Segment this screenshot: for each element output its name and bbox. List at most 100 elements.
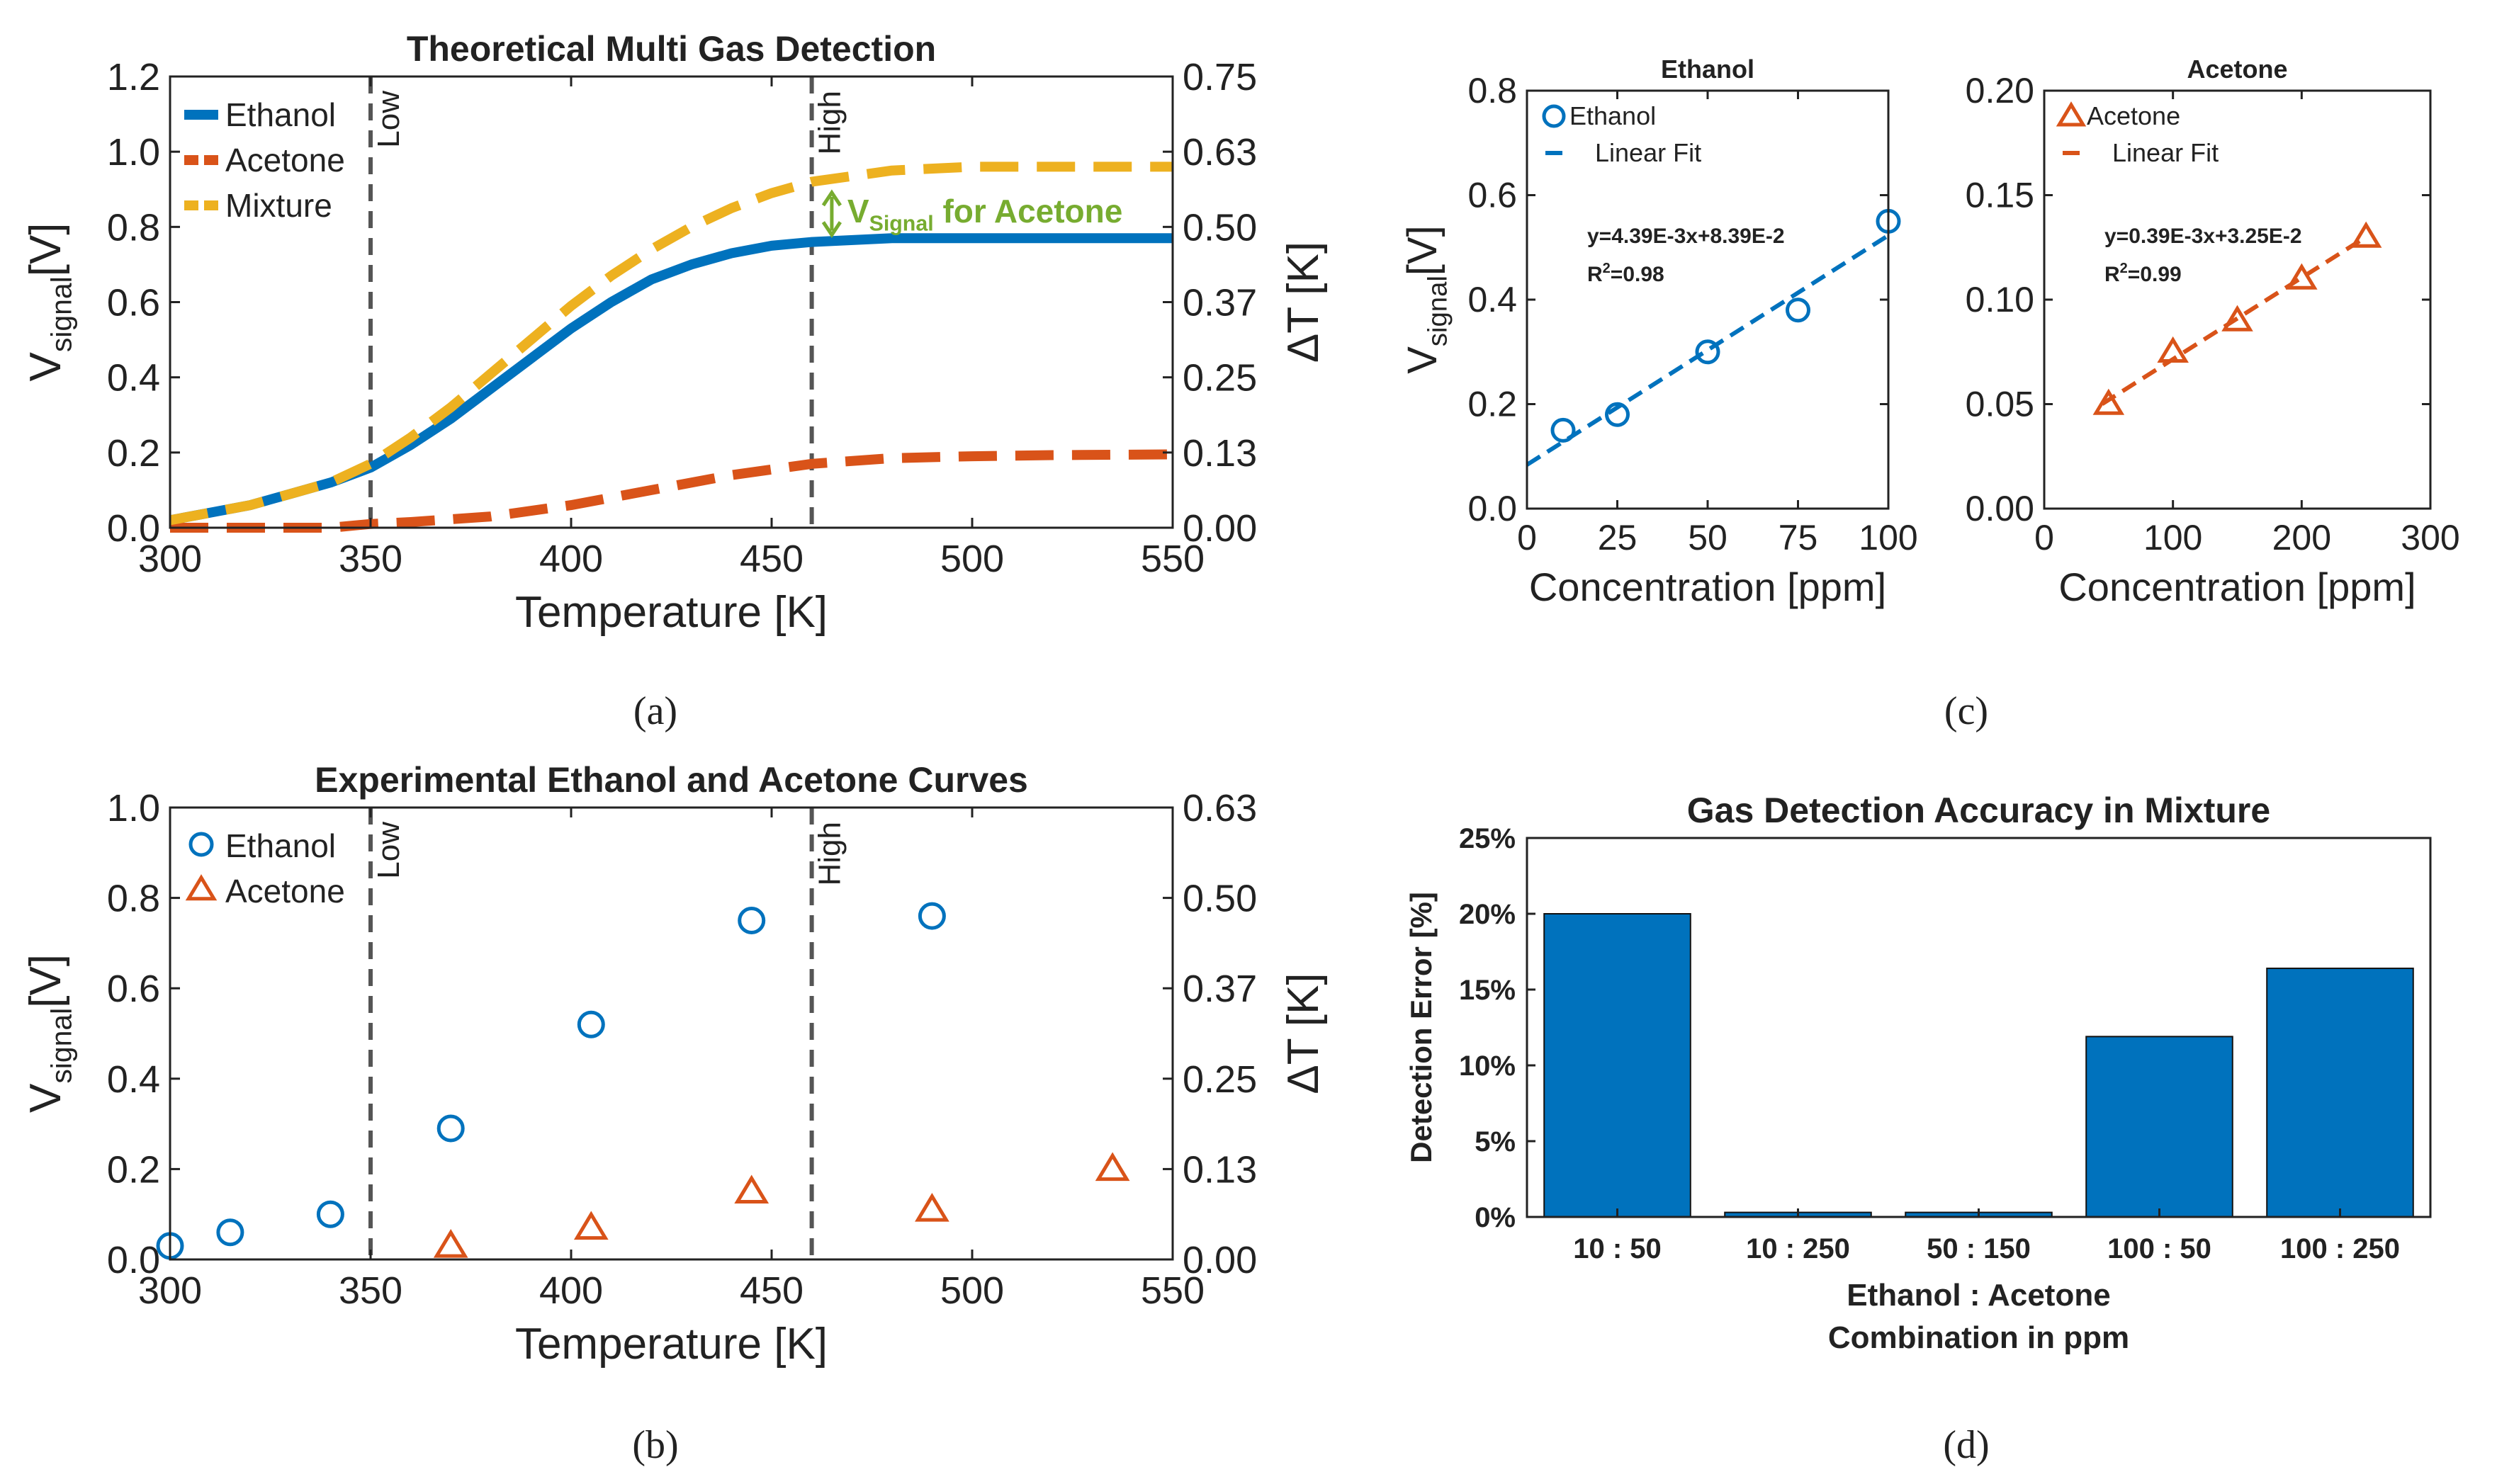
y2-tick-label: 0.63 (1183, 131, 1257, 174)
y-tick-label: 0.4 (107, 357, 160, 400)
y-axis-label: Detection Error [%] (1404, 892, 1438, 1163)
y-tick-label: 0.0 (107, 1239, 160, 1281)
fit-equation: y=0.39E-3x+3.25E-2 (2104, 225, 2302, 248)
y-tick-label: 0.00 (1966, 489, 2034, 528)
fit-line (2101, 234, 2367, 406)
y-tick-label: 25% (1459, 823, 1516, 854)
panel-label-d: (d) (1943, 1423, 1989, 1467)
chart-title: Experimental Ethanol and Acetone Curves (315, 760, 1028, 800)
y-tick-label: 0.10 (1966, 280, 2034, 319)
x-tick-label: 100 : 250 (2280, 1233, 2400, 1264)
y-tick-label: 0.6 (107, 282, 160, 324)
point-acetone (1095, 1152, 1130, 1182)
x-tick-label: 100 (1859, 518, 1917, 557)
y2-tick-label: 0.00 (1183, 1239, 1257, 1281)
y-tick-label: 0.2 (1467, 385, 1517, 424)
y-tick-label: 0.20 (1966, 71, 2034, 111)
y2-tick-label: 0.13 (1183, 1148, 1257, 1191)
chart-title: Theoretical Multi Gas Detection (407, 29, 936, 69)
annotation-arrow-head-up (821, 189, 842, 207)
legend-label-acetone: Acetone (225, 873, 345, 910)
x-tick-label: 300 (2401, 518, 2459, 557)
point-acetone (433, 1229, 468, 1258)
x-tick-label: 350 (339, 538, 402, 580)
y-tick-label: 0% (1475, 1202, 1516, 1233)
x-tick-label: 300 (138, 1269, 202, 1312)
plot-frame (1526, 837, 2432, 1218)
fit-r2: R2=0.99 (2104, 261, 2182, 286)
bar (2085, 1036, 2233, 1218)
x-tick-label: 550 (1141, 538, 1205, 580)
y2-tick-label: 0.37 (1183, 282, 1257, 324)
x-axis-label: Concentration [ppm] (2058, 565, 2416, 609)
x-tick-label: 10 : 50 (1573, 1233, 1662, 1264)
x-tick-label: 100 (2143, 518, 2202, 557)
x-axis-label: Temperature [K] (515, 588, 828, 637)
x-tick-label: 75 (1779, 518, 1818, 557)
y-tick-label: 0.6 (1467, 176, 1517, 215)
x-tick-label: 0 (1517, 518, 1537, 557)
bar (1543, 913, 1691, 1218)
y-tick-label: 1.2 (107, 56, 160, 98)
annotation-arrow-head-down (821, 221, 842, 239)
legend-label-acetone: Acetone (225, 142, 345, 179)
vline-label-low: Low (371, 822, 406, 879)
y2-tick-label: 0.50 (1183, 206, 1257, 249)
chart-title: Acetone (2187, 55, 2287, 84)
y-tick-label: 0.8 (107, 878, 160, 920)
x-tick-label: 500 (940, 1269, 1004, 1312)
legend-label-points: Acetone (2087, 101, 2180, 130)
vline-label-high: High (813, 91, 847, 155)
chart-c-acetone: Acetone y=0.39E-3x+3.25E-2 R2=0.99 0 100 200 3… (1966, 55, 2460, 609)
y2-tick-label: 0.25 (1183, 1058, 1257, 1101)
legend-label-points: Ethanol (1569, 101, 1656, 130)
y-tick-label: 0.05 (1966, 385, 2034, 424)
fit-equation: y=4.39E-3x+8.39E-2 (1587, 225, 1785, 248)
point-ethanol (738, 907, 766, 934)
x-axis-label: Temperature [K] (515, 1320, 828, 1369)
y-tick-label: 10% (1459, 1050, 1516, 1082)
point-ethanol (918, 902, 946, 930)
y-tick-label: 0.0 (1467, 489, 1517, 528)
y2-tick-label: 0.13 (1183, 432, 1257, 475)
legend-swatch-ethanol (188, 832, 214, 857)
point-ethanol (436, 1114, 465, 1143)
legend-label-mixture: Mixture (225, 187, 332, 224)
x-tick-label: 300 (138, 538, 202, 580)
y-tick-label: 0.2 (107, 1148, 160, 1191)
data-point (2157, 336, 2189, 363)
data-point (2221, 305, 2253, 332)
y-tick-label: 0.4 (1467, 280, 1517, 319)
data-point (1550, 417, 1576, 443)
y-tick-label: 1.0 (107, 131, 160, 174)
y2-tick-label: 0.00 (1183, 507, 1257, 550)
legend-swatch-points (2056, 101, 2087, 127)
point-acetone (915, 1192, 949, 1222)
chart-title: Gas Detection Accuracy in Mixture (1687, 791, 2270, 830)
y-axis-label: Vsignal[V] (21, 222, 78, 381)
point-acetone (734, 1174, 770, 1204)
data-point (1605, 402, 1630, 427)
legend-label-ethanol: Ethanol (225, 96, 336, 133)
vline-label-high: High (813, 822, 847, 886)
y2-tick-label: 0.75 (1183, 56, 1257, 98)
data-point (1786, 298, 1810, 323)
plot-frame (169, 806, 1174, 1261)
vline-label-low: Low (371, 91, 406, 148)
x-tick-label: 400 (539, 538, 603, 580)
x-tick-label: 50 : 150 (1927, 1233, 2031, 1264)
x-tick-label: 500 (940, 538, 1004, 580)
x-axis-label: Ethanol : Acetone (1847, 1278, 2110, 1313)
y2-axis-label: ΔT [K] (1279, 242, 1328, 363)
data-point (2092, 388, 2125, 415)
y-tick-label: 20% (1459, 899, 1516, 930)
point-ethanol (316, 1200, 344, 1228)
data-point (2350, 221, 2382, 248)
y-tick-label: 0.4 (107, 1058, 160, 1101)
y-axis-label: Vsignal[V] (1399, 225, 1453, 374)
y-tick-label: 0.8 (107, 206, 160, 249)
x-tick-label: 350 (339, 1269, 402, 1312)
legend-label-fit: Linear Fit (1595, 138, 1701, 167)
y-tick-label: 5% (1475, 1126, 1516, 1157)
